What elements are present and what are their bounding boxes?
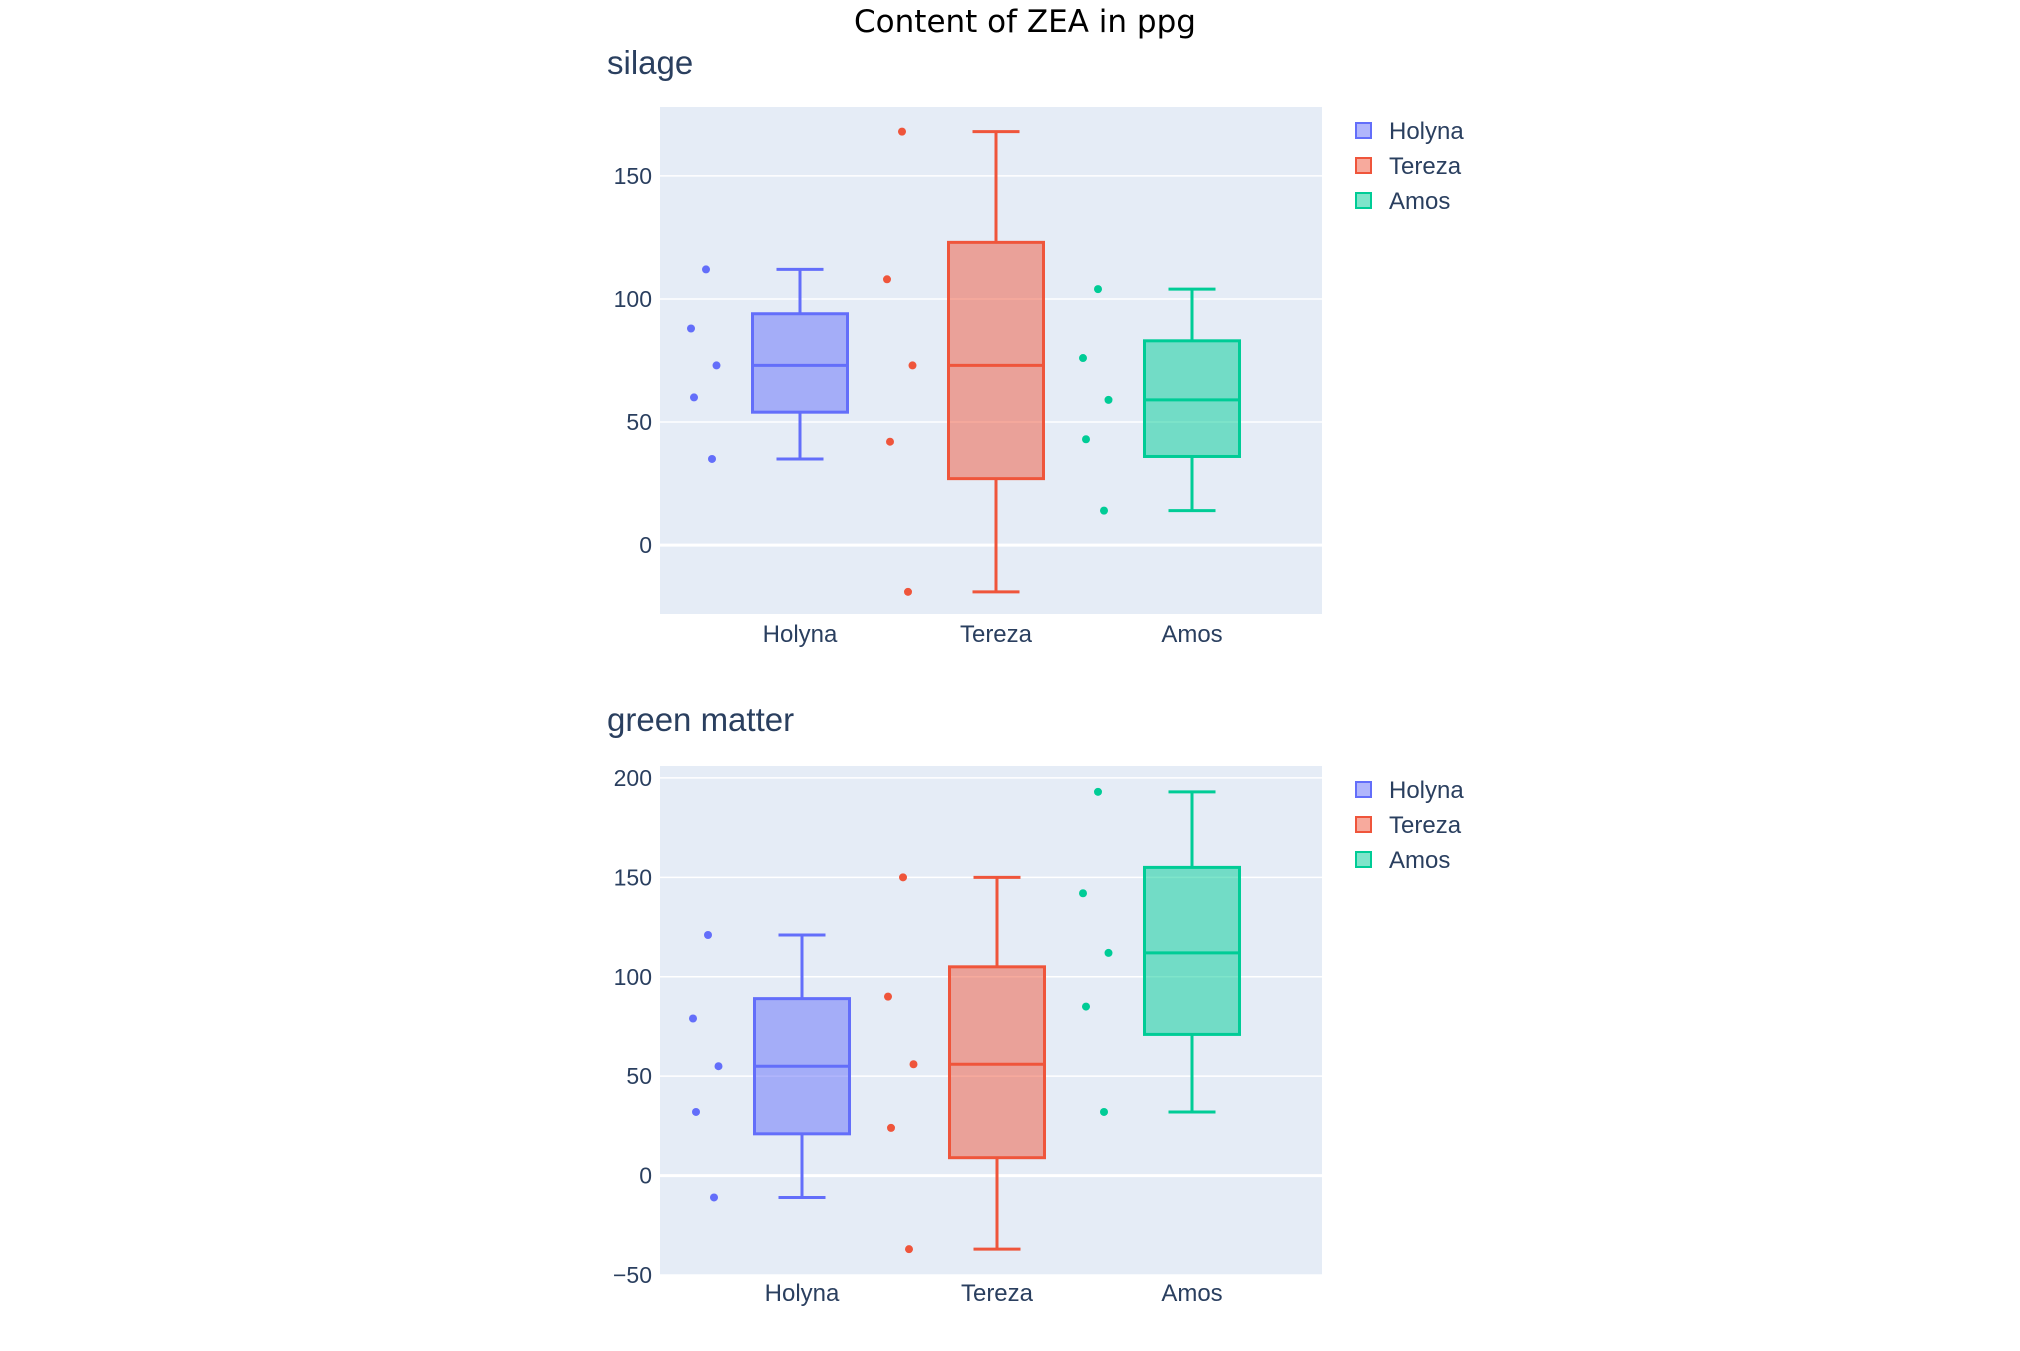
- chart0-tereza-box: [947, 240, 1045, 481]
- silage-chart: 0 50 100 150 Holyna Tereza Amos Holyna Tereza Amo…: [614, 107, 1464, 648]
- chart1-legend-swatch-tereza: [1355, 816, 1372, 833]
- chart1-amos-point: [1079, 889, 1087, 898]
- chart1-tereza-point: [899, 873, 907, 882]
- chart0-holyna-point: [690, 393, 698, 402]
- chart1-x-tick-label-amos: Amos: [1161, 1280, 1222, 1307]
- chart1-amos-point: [1104, 948, 1113, 957]
- chart1-legend-label-amos: Amos: [1389, 847, 1450, 874]
- chart1-amos-point: [1094, 787, 1102, 796]
- chart0-tereza-point: [883, 275, 891, 284]
- chart1-holyna-point: [710, 1193, 718, 1202]
- silage-subplot-title: silage: [607, 44, 694, 81]
- chart1-tereza-point: [887, 1123, 895, 1132]
- chart1-holyna-point: [689, 1014, 697, 1023]
- chart1-holyna-point: [692, 1107, 700, 1116]
- chart1-tereza-box: [948, 965, 1046, 1160]
- chart1-tereza-point: [905, 1245, 913, 1254]
- chart1-y-tick-label: 50: [626, 1063, 652, 1089]
- chart0-legend-swatch-holyna: [1355, 122, 1372, 139]
- chart0-legend-swatch-amos: [1355, 192, 1372, 209]
- chart1-y-tick-label: −50: [613, 1262, 652, 1288]
- chart1-amos-point: [1100, 1107, 1108, 1116]
- chart0-legend-label-holyna: Holyna: [1389, 118, 1464, 145]
- chart1-x-tick-label-tereza: Tereza: [961, 1280, 1034, 1307]
- chart0-legend-label-amos: Amos: [1389, 188, 1450, 215]
- chart1-amos-point: [1082, 1002, 1090, 1011]
- chart1-y-tick-label: 0: [639, 1163, 652, 1189]
- chart0-holyna-point: [712, 361, 721, 370]
- chart0-holyna-point: [702, 265, 710, 274]
- chart0-x-tick-label-tereza: Tereza: [960, 621, 1033, 648]
- figure-title: Content of ZEA in ppg: [854, 4, 1196, 40]
- chart1-legend-swatch-amos: [1355, 851, 1372, 868]
- silage-panel: silage 0 50 100 150 Holyna Tereza Amos Holyna Te…: [0, 0, 2020, 675]
- chart1-tereza-point: [909, 1060, 918, 1069]
- chart1-holyna-point: [714, 1062, 723, 1071]
- chart0-tereza-point: [904, 587, 912, 596]
- chart1-holyna-point: [704, 931, 712, 940]
- chart0-amos-point: [1079, 354, 1087, 363]
- chart0-y-tick-label: 50: [626, 409, 652, 435]
- green-matter-subplot-title: green matter: [607, 701, 795, 738]
- chart0-tereza-point: [886, 437, 894, 446]
- chart0-amos-point: [1104, 395, 1113, 404]
- chart0-amos-point: [1082, 435, 1090, 444]
- chart0-tereza-point: [898, 127, 906, 136]
- chart1-x-tick-label-holyna: Holyna: [765, 1280, 840, 1307]
- chart0-holyna-box: [751, 312, 849, 414]
- chart0-legend-label-tereza: Tereza: [1389, 153, 1462, 180]
- chart0-y-tick-label: 100: [614, 286, 652, 312]
- chart0-amos-point: [1100, 506, 1108, 515]
- chart1-y-tick-label: 150: [614, 864, 652, 890]
- chart1-legend-label-tereza: Tereza: [1389, 812, 1462, 839]
- chart0-holyna-point: [708, 454, 716, 463]
- chart0-y-tick-label: 150: [614, 163, 652, 189]
- chart1-legend-label-holyna: Holyna: [1389, 777, 1464, 804]
- chart0-holyna-point: [687, 324, 695, 333]
- chart1-tereza-point: [884, 992, 892, 1001]
- chart0-y-tick-label: 0: [639, 532, 652, 558]
- chart0-tereza-point: [908, 361, 917, 370]
- chart0-x-tick-label-holyna: Holyna: [763, 621, 838, 648]
- chart1-amos-box: [1143, 865, 1241, 1036]
- chart1-y-tick-label: 200: [614, 765, 652, 791]
- chart0-legend-swatch-tereza: [1355, 157, 1372, 174]
- chart0-x-tick-label-amos: Amos: [1161, 621, 1222, 648]
- chart1-y-tick-label: 100: [614, 964, 652, 990]
- chart1-legend-swatch-holyna: [1355, 781, 1372, 798]
- chart0-amos-point: [1094, 285, 1102, 294]
